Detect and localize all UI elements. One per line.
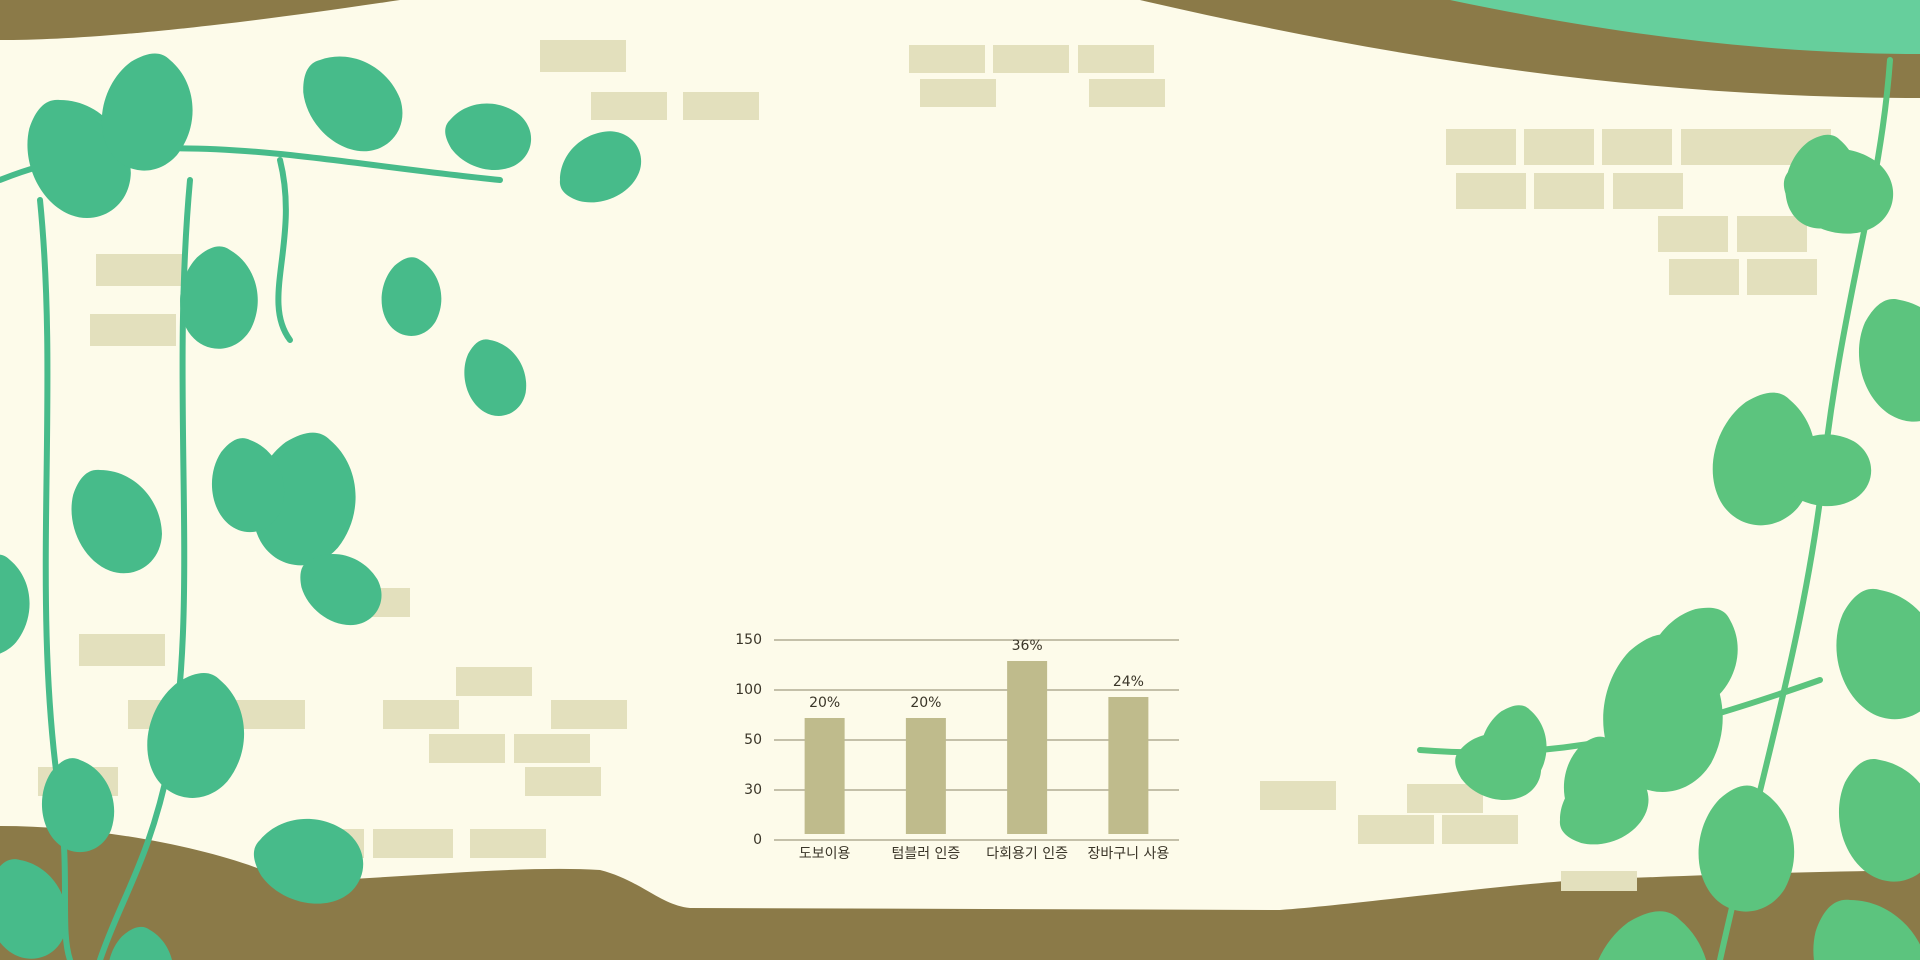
leaf: [284, 32, 420, 171]
annotation: 20%: [910, 695, 941, 711]
brick: [1561, 871, 1637, 891]
brick: [540, 40, 626, 72]
leaf: [57, 454, 175, 587]
chart: 0 30 50 100 150 도보이용 20% 텀블러 인증 20% 다회용기 인증 36% 장바구…: [735, 632, 1179, 862]
brick: [1442, 815, 1518, 844]
leaf: [130, 660, 264, 811]
y-tick-label: 0: [753, 832, 762, 848]
leaf: [547, 121, 652, 214]
leaf: [0, 544, 46, 667]
x-tick-label: 도보이용: [799, 846, 851, 862]
vine: [275, 157, 293, 343]
canopy: [1450, 0, 1920, 54]
branch: [0, 0, 400, 40]
ground: [0, 826, 1920, 960]
brick: [1658, 216, 1728, 252]
annotation: 24%: [1113, 674, 1144, 690]
bar: [1108, 697, 1149, 834]
y-tick-label: 150: [735, 632, 762, 648]
brick: [429, 734, 505, 763]
y-tick-label: 50: [744, 732, 762, 748]
brick: [90, 314, 176, 346]
brick: [514, 734, 590, 763]
vine: [97, 177, 193, 960]
brick: [96, 254, 182, 286]
x-tick-label: 장바구니 사용: [1088, 846, 1170, 862]
brick: [909, 45, 985, 73]
y-tick-label: 30: [744, 782, 762, 798]
leaf: [436, 89, 541, 182]
brick: [1524, 129, 1594, 165]
brick: [920, 79, 996, 107]
leaf: [1849, 289, 1920, 430]
brick: [1737, 216, 1807, 252]
brick: [551, 700, 627, 729]
leaf: [1829, 749, 1920, 890]
brick: [993, 45, 1069, 73]
bar: [905, 718, 946, 834]
brick: [683, 92, 759, 120]
brick: [1613, 173, 1683, 209]
x-tick-label: 텀블러 인증: [891, 846, 960, 862]
brick: [470, 829, 546, 858]
x-tick-label: 다회용기 인증: [986, 846, 1068, 862]
brick: [1602, 129, 1672, 165]
brick: [1456, 173, 1526, 209]
leaf: [211, 438, 285, 533]
annotation: 36%: [1012, 638, 1043, 654]
brick: [1358, 815, 1434, 844]
brick: [1260, 781, 1336, 810]
brick: [1747, 259, 1817, 295]
brick: [525, 767, 601, 796]
brick: [79, 634, 165, 666]
leaf: [1826, 579, 1920, 728]
bar: [1007, 661, 1048, 834]
right-vines: [1417, 57, 1920, 960]
bar: [804, 718, 845, 834]
brick: [591, 92, 667, 120]
annotation: 20%: [809, 695, 840, 711]
y-tick-label: 100: [735, 682, 762, 698]
brick: [1078, 45, 1154, 73]
brick: [456, 667, 532, 696]
brick: [1534, 173, 1604, 209]
left-vines: [0, 32, 652, 960]
leaf: [458, 333, 532, 422]
brick: [1669, 259, 1739, 295]
brick: [373, 829, 453, 858]
brick: [383, 700, 459, 729]
brick: [1089, 79, 1165, 107]
brick: [1446, 129, 1516, 165]
leaf: [375, 252, 449, 341]
brick: [1407, 784, 1483, 813]
